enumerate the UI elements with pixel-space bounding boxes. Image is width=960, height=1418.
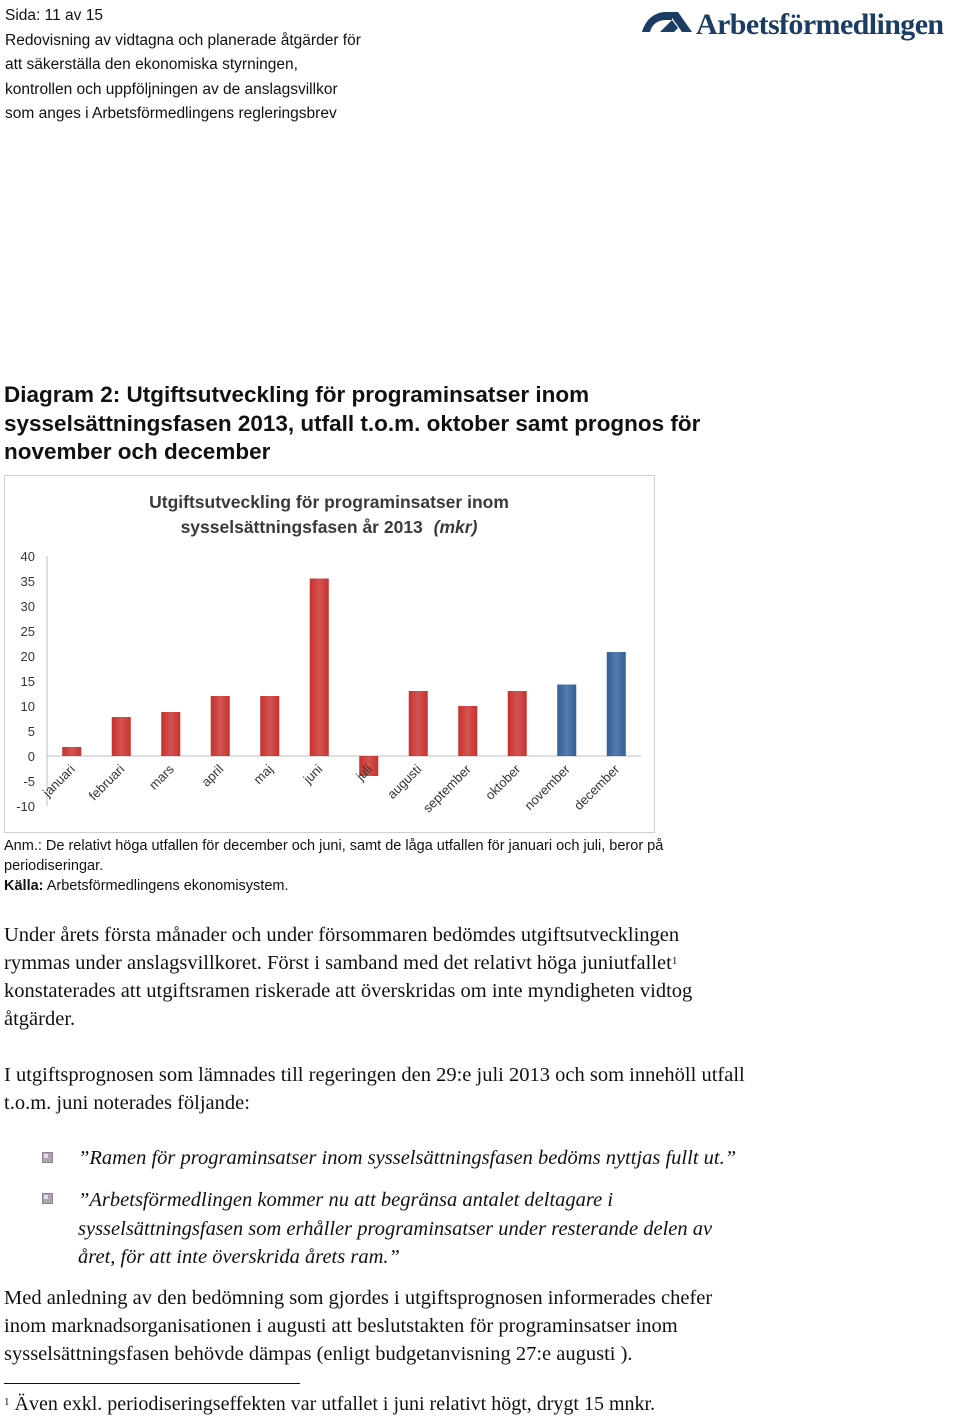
header-line: kontrollen och uppföljningen av de ansla… xyxy=(5,80,338,98)
quote-line: ”Arbetsförmedlingen kommer nu att begrän… xyxy=(78,1189,614,1211)
paragraph-line: t.o.m. juni noterades följande: xyxy=(4,1092,250,1114)
paragraph-line: rymmas under anslagsvillkoret. Först i s… xyxy=(4,949,944,977)
footnote-text: Även exkl. periodiseringseffekten var ut… xyxy=(9,1393,656,1415)
quote-2: ”Arbetsförmedlingen kommer nu att begrän… xyxy=(78,1186,938,1272)
x-tick-label: oktober xyxy=(482,761,524,803)
source-line: Källa: Arbetsförmedlingens ekonomisystem… xyxy=(4,876,904,896)
diagram-title-line: november och december xyxy=(4,439,271,464)
y-tick-label: -5 xyxy=(23,774,35,789)
x-tick-label: december xyxy=(571,761,623,813)
y-tick-label: 40 xyxy=(21,549,35,564)
y-tick-label: 0 xyxy=(28,749,35,764)
bar-april xyxy=(210,696,230,756)
bar-juli xyxy=(359,756,379,776)
chart-title-main: sysselsättningsfasen år 2013 xyxy=(181,517,423,537)
logo-mark-icon xyxy=(642,12,692,32)
y-tick-label: 5 xyxy=(28,724,35,739)
quote-line: året, för att inte överskrida årets ram.… xyxy=(78,1246,400,1268)
header-line: Redovisning av vidtagna och planerade åt… xyxy=(5,31,361,49)
x-tick-label: mars xyxy=(146,761,177,792)
chart-title-line2: sysselsättningsfasen år 2013 (mkr) xyxy=(181,517,478,537)
diagram-title-line: Diagram 2: Utgiftsutveckling för program… xyxy=(4,382,590,407)
plot-area: 40 35 30 25 20 15 10 5 0 -5 -10 januari februari mars… xyxy=(16,549,641,816)
x-tick-label: april xyxy=(198,761,226,789)
paragraph-line: Med anledning av den bedömning som gjord… xyxy=(4,1287,713,1309)
bullet-icon xyxy=(42,1193,53,1204)
note-line: periodiseringar. xyxy=(4,858,104,874)
x-tick-label: februari xyxy=(86,761,128,803)
document-header: Sida: 11 av 15 Redovisning av vidtagna o… xyxy=(5,4,425,127)
expenditure-chart: Utgiftsutveckling för programinsatser in… xyxy=(4,475,655,833)
x-tick-label: januari xyxy=(39,761,78,800)
chart-note: Anm.: De relativt höga utfallen för dece… xyxy=(4,836,904,896)
bullet-icon xyxy=(42,1152,53,1163)
paragraph-1: Under årets första månader och under för… xyxy=(4,921,944,1033)
diagram-title-line: sysselsättningsfasen 2013, utfall t.o.m.… xyxy=(4,410,701,436)
paragraph-line: Under årets första månader och under för… xyxy=(4,924,680,946)
footnote-marker: 1 xyxy=(4,1396,10,1408)
quote-line: sysselsättningsfasen som erhåller progra… xyxy=(78,1217,713,1240)
arbetsformedlingen-logo: Arbetsförmedlingen xyxy=(642,6,960,46)
chart-svg: Utgiftsutveckling för programinsatser in… xyxy=(16,492,641,816)
bar-augusti xyxy=(408,691,428,756)
chart-title-line1: Utgiftsutveckling för programinsatser in… xyxy=(149,492,509,512)
footnote: 1 Även exkl. periodiseringseffekten var … xyxy=(4,1392,655,1416)
y-tick-label: 15 xyxy=(21,674,35,689)
bar-oktober xyxy=(507,691,527,756)
paragraph-line: I utgiftsprognosen som lämnades till reg… xyxy=(4,1064,745,1086)
bar-juni xyxy=(309,578,329,756)
bar-september xyxy=(458,706,478,756)
paragraph-line: sysselsättningsfasen behövde dämpas (enl… xyxy=(4,1343,633,1365)
footnote-ref[interactable]: 1 xyxy=(671,955,678,967)
diagram-title: Diagram 2: Utgiftsutveckling för program… xyxy=(4,381,904,467)
quote-1: ”Ramen för programinsatser inom sysselsä… xyxy=(78,1144,938,1173)
header-line: som anges i Arbetsförmedlingens reglerin… xyxy=(5,105,337,122)
footnote-divider xyxy=(4,1383,300,1384)
paragraph-3: Med anledning av den bedömning som gjord… xyxy=(4,1284,944,1368)
paragraph-line: inom marknadsorganisationen i augusti at… xyxy=(4,1315,678,1337)
bar-december xyxy=(606,652,626,756)
bar-november xyxy=(557,684,577,756)
x-tick-label: augusti xyxy=(384,761,424,801)
bar-januari xyxy=(62,747,82,756)
page-number: Sida: 11 av 15 xyxy=(5,7,103,24)
y-tick-label: -10 xyxy=(16,799,35,814)
x-tick-label: juni xyxy=(300,761,326,787)
quote-line: ”Ramen för programinsatser inom sysselsä… xyxy=(78,1147,737,1169)
bar-februari xyxy=(111,717,131,756)
paragraph-line: åtgärder. xyxy=(4,1008,76,1030)
logo-text: Arbetsförmedlingen xyxy=(696,8,944,41)
bar-maj xyxy=(260,696,280,756)
source-text: Arbetsförmedlingens ekonomisystem. xyxy=(43,878,289,894)
y-tick-label: 25 xyxy=(21,624,35,639)
source-label: Källa: xyxy=(4,878,44,894)
y-tick-label: 35 xyxy=(21,574,35,589)
paragraph-2: I utgiftsprognosen som lämnades till reg… xyxy=(4,1061,944,1117)
x-tick-label: november xyxy=(521,761,573,813)
y-tick-label: 20 xyxy=(21,649,35,664)
note-line: Anm.: De relativt höga utfallen för dece… xyxy=(4,838,664,854)
paragraph-line: konstaterades att utgiftsramen riskerade… xyxy=(4,980,693,1002)
chart-title-unit: (mkr) xyxy=(434,517,478,537)
header-line: att säkerställa den ekonomiska styrninge… xyxy=(5,56,298,73)
x-tick-label: maj xyxy=(250,761,275,786)
x-tick-label: september xyxy=(420,761,475,816)
bar-mars xyxy=(161,712,181,756)
paragraph-line-text: rymmas under anslagsvillkoret. Först i s… xyxy=(4,952,672,974)
y-tick-label: 30 xyxy=(21,599,35,614)
y-tick-label: 10 xyxy=(21,699,35,714)
